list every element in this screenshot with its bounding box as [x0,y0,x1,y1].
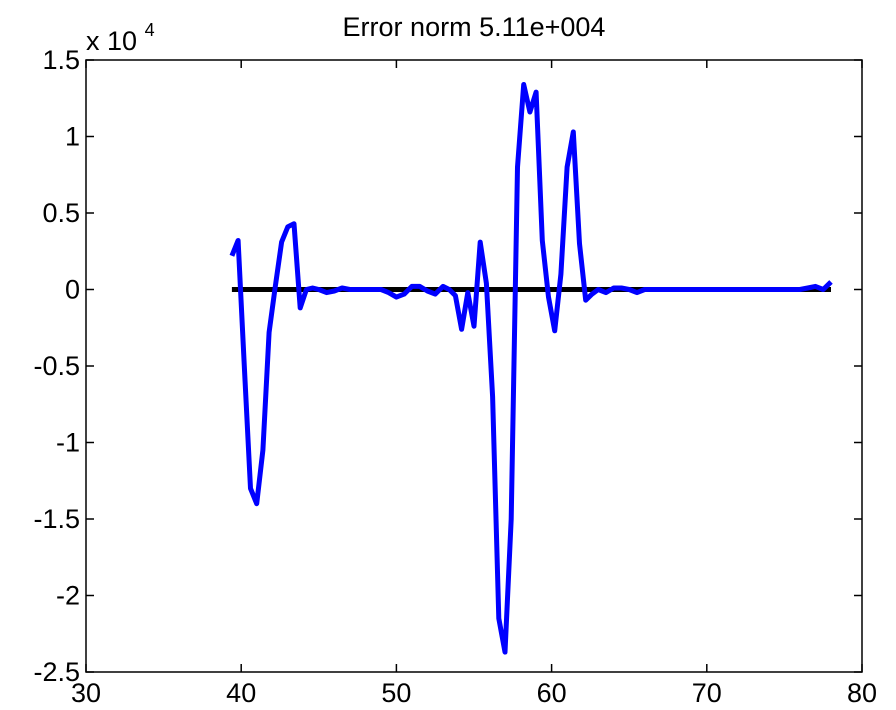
series-line-error [229,82,833,655]
y-tick-label-5: -1 [56,428,80,458]
y-axis-tick-labels: 1.5 1 0.5 0 -0.5 -1 -1.5 -2 -2.5 [33,45,80,687]
plot-area-frame [85,59,863,673]
y-axis-exponent-base: x 10 [86,26,137,56]
y-axis-exponent-power: 4 [145,20,155,40]
x-tick-label-5: 80 [847,678,877,708]
y-tick-label-7: -2 [56,581,80,611]
x-axis-tick-labels: 30 40 50 60 70 80 [71,678,877,708]
y-axis-exponent: x 10 4 [86,20,155,56]
y-tick-label-8: -2.5 [33,657,80,687]
y-tick-label-4: -0.5 [33,351,80,381]
x-tick-label-0: 30 [71,678,101,708]
axis-ticks [85,59,863,673]
y-tick-label-1: 1 [65,122,80,152]
y-tick-label-0: 1.5 [42,45,80,75]
y-tick-label-2: 0.5 [42,198,80,228]
series-layer [229,82,833,655]
x-tick-label-1: 40 [226,678,256,708]
chart-title: Error norm 5.11e+004 [343,12,606,42]
y-tick-label-6: -1.5 [33,504,80,534]
x-tick-label-3: 60 [537,678,567,708]
y-tick-label-3: 0 [65,275,80,305]
x-tick-label-4: 70 [692,678,722,708]
x-tick-label-2: 50 [381,678,411,708]
